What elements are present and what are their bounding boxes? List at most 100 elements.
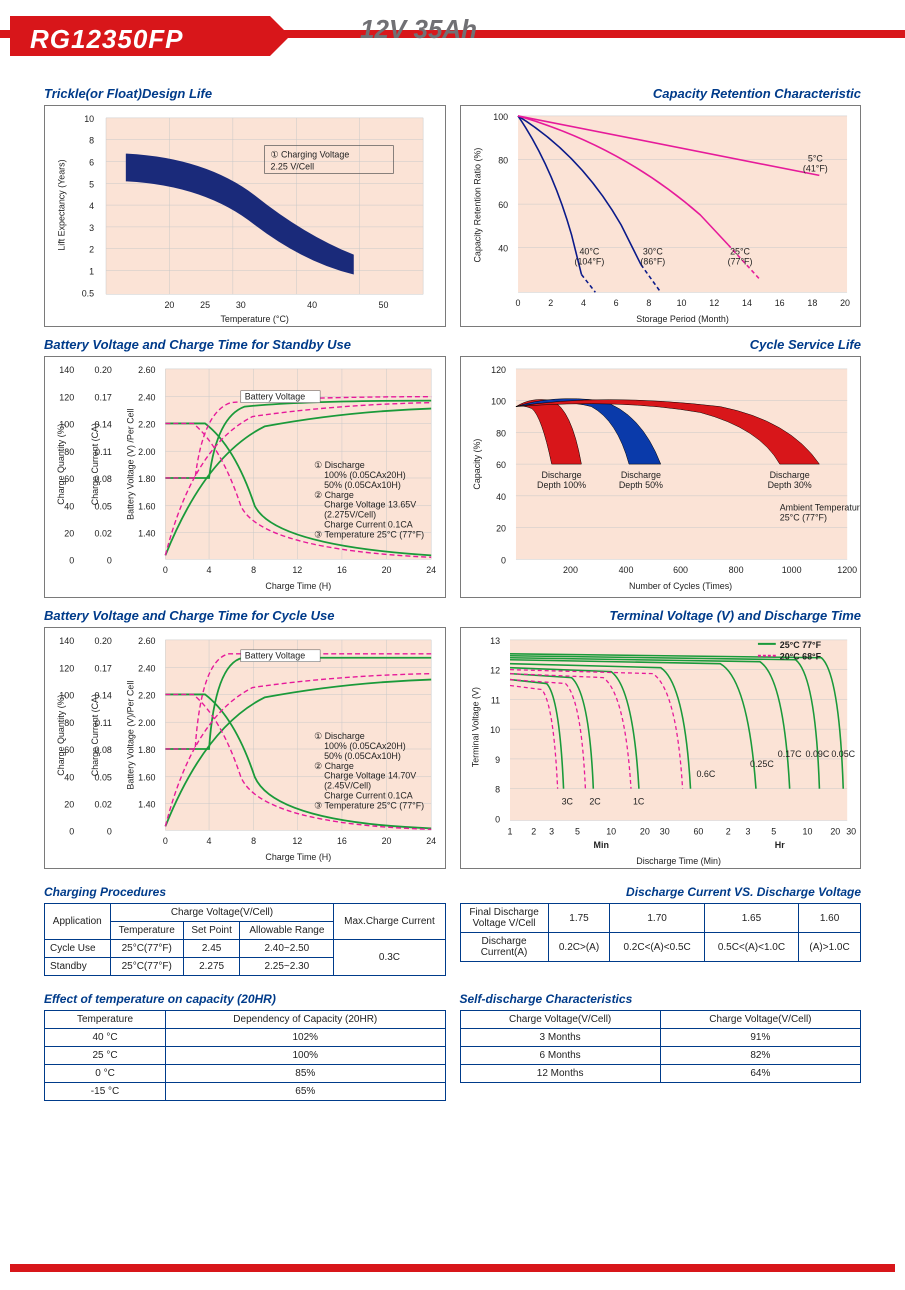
svg-text:40: 40 — [498, 244, 508, 254]
th-allowable: Allowable Range — [240, 922, 334, 940]
svg-text:20: 20 — [840, 298, 850, 308]
svg-text:Discharge: Discharge — [769, 470, 809, 480]
svg-text:2.60: 2.60 — [138, 636, 155, 646]
svg-text:12: 12 — [292, 836, 302, 846]
svg-text:Charge Current (CA): Charge Current (CA) — [90, 694, 100, 776]
th-maxcurrent: Max.Charge Current — [334, 904, 445, 940]
svg-text:120: 120 — [59, 664, 74, 674]
svg-text:0: 0 — [163, 565, 168, 575]
svg-text:1.40: 1.40 — [138, 529, 155, 539]
chart-title-trickle: Trickle(or Float)Design Life — [44, 86, 446, 101]
tempcap-table: Temperature Dependency of Capacity (20HR… — [44, 1010, 446, 1101]
svg-text:20: 20 — [639, 826, 649, 836]
svg-text:6: 6 — [613, 298, 618, 308]
svg-text:40: 40 — [64, 773, 74, 783]
svg-text:3: 3 — [745, 826, 750, 836]
svg-text:30: 30 — [659, 826, 669, 836]
svg-text:Battery Voltage: Battery Voltage — [245, 651, 305, 661]
svg-text:③ Temperature 25°C (77°F): ③ Temperature 25°C (77°F) — [314, 529, 424, 539]
svg-text:10: 10 — [606, 826, 616, 836]
svg-text:2: 2 — [89, 245, 94, 255]
svg-text:1C: 1C — [632, 797, 644, 807]
svg-text:Charge Time (H): Charge Time (H) — [265, 581, 331, 591]
svg-text:3: 3 — [89, 223, 94, 233]
svg-text:2.40: 2.40 — [138, 393, 155, 403]
svg-text:0.20: 0.20 — [95, 636, 112, 646]
svg-text:① Discharge: ① Discharge — [314, 460, 365, 470]
svg-text:30°C: 30°C — [642, 247, 662, 257]
selfdis-table: Charge Voltage(V/Cell) Charge Voltage(V/… — [460, 1010, 862, 1083]
svg-text:4: 4 — [580, 298, 585, 308]
svg-text:Depth 100%: Depth 100% — [537, 480, 586, 490]
svg-text:Terminal Voltage (V): Terminal Voltage (V) — [470, 687, 480, 767]
chart-cycleuse: Charge Quantity (%) Charge Current (CA) … — [44, 627, 446, 869]
header: RG12350FP 12V 35Ah — [0, 10, 905, 66]
table-row: 25 °C100% — [45, 1047, 446, 1065]
voltage-capacity: 12V 35Ah — [360, 14, 477, 45]
svg-text:0: 0 — [495, 814, 500, 824]
svg-text:20: 20 — [164, 300, 174, 310]
svg-text:Battery Voltage (V)/Per Cell: Battery Voltage (V)/Per Cell — [126, 681, 136, 790]
table-row: 0 °C85% — [45, 1065, 446, 1083]
table-row: 40 °C102% — [45, 1029, 446, 1047]
svg-text:20°C 68°F: 20°C 68°F — [779, 652, 821, 662]
svg-text:8: 8 — [646, 298, 651, 308]
svg-text:Storage Period (Month): Storage Period (Month) — [636, 314, 729, 324]
table-title-charging: Charging Procedures — [44, 885, 446, 899]
chart-title-standby: Battery Voltage and Charge Time for Stan… — [44, 337, 446, 352]
svg-text:2.00: 2.00 — [138, 447, 155, 457]
th-chargevoltage: Charge Voltage(V/Cell) — [110, 904, 334, 922]
svg-text:① Discharge: ① Discharge — [314, 731, 365, 741]
th-temperature: Temperature — [110, 922, 183, 940]
svg-text:20: 20 — [830, 826, 840, 836]
svg-text:16: 16 — [337, 836, 347, 846]
svg-text:Charge Voltage 14.70V: Charge Voltage 14.70V — [324, 771, 416, 781]
table-row: 6 Months82% — [460, 1047, 861, 1065]
svg-text:800: 800 — [728, 565, 743, 575]
svg-text:(86°F): (86°F) — [640, 257, 665, 267]
table-row: Discharge Current(A) 0.2C>(A) 0.2C<(A)<0… — [460, 933, 861, 962]
svg-text:1000: 1000 — [781, 565, 801, 575]
svg-text:0.05: 0.05 — [95, 502, 112, 512]
svg-text:50: 50 — [379, 300, 389, 310]
svg-text:Lift Expectancy (Years): Lift Expectancy (Years) — [56, 159, 66, 250]
chart-retention: 100 80 60 40 0 2 4 6 8 10 12 14 16 18 20… — [460, 105, 862, 327]
chart-standby: Charge Quantity (%) Charge Current (CA) … — [44, 356, 446, 598]
svg-text:(77°F): (77°F) — [727, 257, 752, 267]
svg-text:400: 400 — [618, 565, 633, 575]
svg-text:1.60: 1.60 — [138, 502, 155, 512]
svg-text:100% (0.05CAx20H): 100% (0.05CAx20H) — [324, 741, 406, 751]
svg-text:100% (0.05CAx20H): 100% (0.05CAx20H) — [324, 470, 406, 480]
svg-text:20: 20 — [382, 565, 392, 575]
content-area: Trickle(or Float)Design Life ① Charging … — [0, 66, 905, 1101]
svg-text:0.11: 0.11 — [95, 718, 112, 728]
svg-text:2.00: 2.00 — [138, 718, 155, 728]
svg-text:200: 200 — [563, 565, 578, 575]
table-row: 3 Months91% — [460, 1029, 861, 1047]
svg-text:10: 10 — [676, 298, 686, 308]
svg-text:0.05: 0.05 — [95, 773, 112, 783]
svg-text:25°C 77°F: 25°C 77°F — [779, 640, 821, 650]
th-application: Application — [45, 904, 111, 940]
svg-text:0: 0 — [107, 826, 112, 836]
svg-text:2.20: 2.20 — [138, 690, 155, 700]
svg-text:Discharge: Discharge — [541, 470, 581, 480]
svg-text:1: 1 — [507, 826, 512, 836]
svg-text:600: 600 — [673, 565, 688, 575]
svg-text:24: 24 — [426, 565, 436, 575]
svg-text:8: 8 — [89, 136, 94, 146]
svg-text:25: 25 — [200, 300, 210, 310]
table-title-selfdis: Self-discharge Characteristics — [460, 992, 862, 1006]
svg-text:40°C: 40°C — [579, 247, 599, 257]
svg-text:0.11: 0.11 — [95, 447, 112, 457]
svg-text:50% (0.05CAx10H): 50% (0.05CAx10H) — [324, 751, 401, 761]
svg-text:Min: Min — [593, 840, 608, 850]
svg-text:0: 0 — [69, 555, 74, 565]
svg-text:12: 12 — [292, 565, 302, 575]
svg-text:4: 4 — [207, 565, 212, 575]
svg-text:0.02: 0.02 — [95, 800, 112, 810]
svg-text:0: 0 — [69, 826, 74, 836]
svg-text:18: 18 — [807, 298, 817, 308]
svg-text:(41°F): (41°F) — [802, 163, 827, 173]
svg-text:60: 60 — [496, 460, 506, 470]
